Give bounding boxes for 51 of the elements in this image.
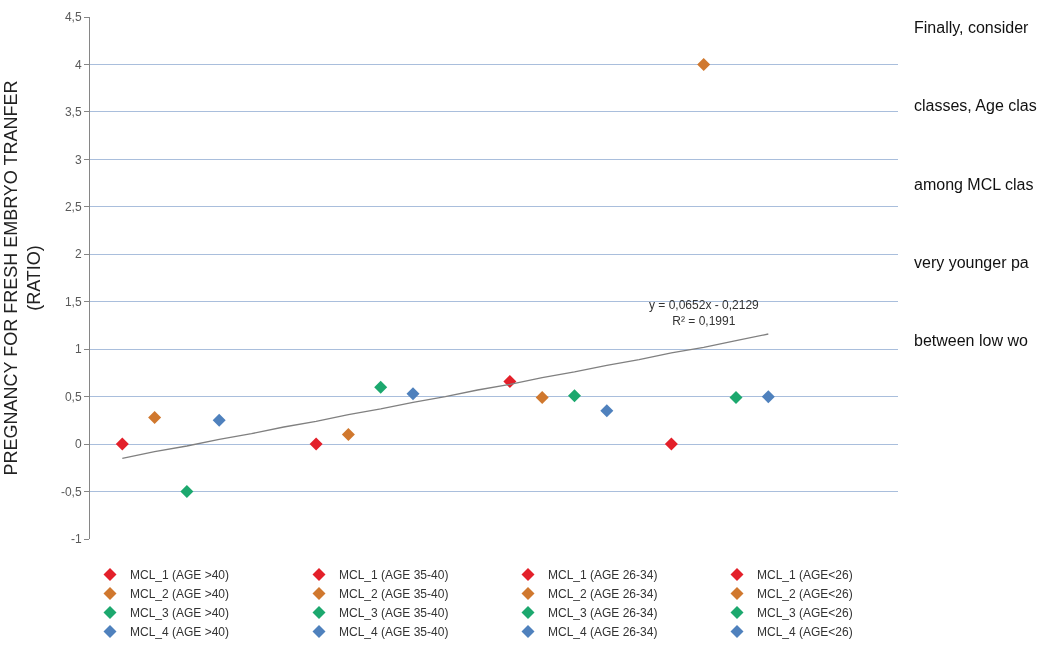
legend-label: MCL_4 (AGE >40) [130, 625, 230, 640]
point [729, 391, 743, 405]
annotation: y = 0,0652x - 0,2129 R² = 0,1991 [649, 298, 760, 328]
y-tick-label: 3,5 [64, 105, 82, 120]
y-tick-label: 1,5 [64, 294, 82, 309]
point [600, 404, 614, 418]
point [568, 389, 581, 403]
legend-label: MCL_3 (AGE<26) [757, 606, 853, 621]
y-tick-label: 2,5 [64, 200, 82, 215]
point [212, 413, 226, 427]
point [148, 411, 162, 425]
text: Finally, consider [914, 19, 1030, 36]
y-axis-title: PREGNANCY FOR FRESH EMBRYO TRANFER (RATIO) [0, 80, 45, 476]
point [697, 57, 711, 71]
legend-label: MCL_1 (AGE 26-34) [548, 568, 658, 583]
point [115, 437, 129, 451]
y-tick-label: 4,5 [64, 10, 82, 25]
point [664, 437, 678, 451]
legend-label: MCL_2 (AGE<26) [757, 587, 853, 602]
legend-label: MCL_4 (AGE<26) [757, 625, 853, 640]
y-tick-label: -0,5 [60, 484, 82, 499]
text: very younger pa [914, 254, 1029, 271]
point [374, 380, 388, 394]
point [761, 390, 775, 404]
legend-label: MCL_1 (AGE<26) [757, 568, 853, 583]
y-tick-label: 0,5 [64, 389, 82, 404]
y-tick-label: -1 [70, 532, 82, 547]
line-series [121, 333, 769, 459]
legend-label: MCL_3 (AGE >40) [130, 606, 230, 621]
text: classes, Age clas [914, 97, 1037, 114]
y-tick-label: 2 [74, 247, 82, 262]
legend-label: MCL_3 (AGE 26-34) [548, 606, 658, 621]
legend-label: MCL_1 (AGE >40) [130, 568, 230, 583]
y-tick-label: 3 [74, 152, 82, 167]
point [535, 391, 549, 405]
legend-label: MCL_2 (AGE >40) [130, 587, 230, 602]
text: between low wo [914, 332, 1028, 349]
y-tick-label: 1 [74, 342, 82, 357]
point [406, 387, 420, 401]
point [309, 437, 323, 451]
legend-label: MCL_1 (AGE 35-40) [339, 568, 449, 583]
text: among MCL clas [914, 176, 1034, 193]
y-tick-label: 4 [74, 57, 82, 72]
legend-label: MCL_4 (AGE 35-40) [339, 625, 449, 640]
y-tick-label: 0 [74, 437, 82, 452]
point [180, 485, 194, 499]
legend-label: MCL_4 (AGE 26-34) [548, 625, 658, 640]
legend-label: MCL_2 (AGE 26-34) [548, 587, 658, 602]
legend-label: MCL_2 (AGE 35-40) [339, 587, 449, 602]
point [341, 428, 355, 442]
legend-label: MCL_3 (AGE 35-40) [339, 606, 449, 621]
